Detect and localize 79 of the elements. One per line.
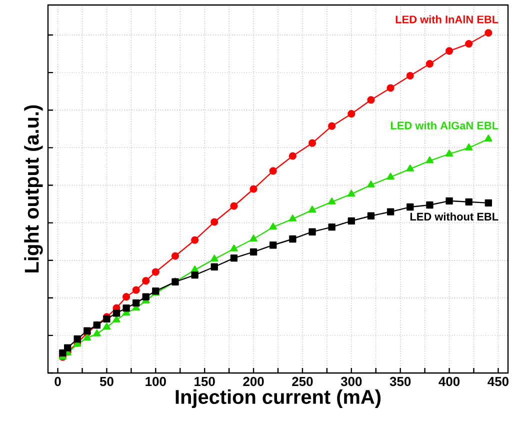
point <box>484 199 492 207</box>
point <box>269 222 277 230</box>
series-label: LED with InAlN EBL <box>396 15 498 24</box>
point <box>446 197 453 204</box>
point <box>142 293 150 300</box>
point <box>84 327 91 334</box>
point <box>102 322 111 330</box>
point <box>59 349 66 357</box>
point <box>484 29 492 37</box>
x-tick-label: 450 <box>488 376 508 386</box>
point <box>386 208 394 216</box>
point <box>122 293 130 301</box>
point <box>152 268 160 276</box>
point <box>171 252 180 260</box>
point <box>367 96 375 104</box>
point <box>289 235 296 243</box>
point <box>386 172 394 180</box>
x-axis-title: Injection current (mA) <box>176 389 380 408</box>
point <box>210 263 218 270</box>
point <box>191 236 199 244</box>
point <box>230 202 238 210</box>
x-tick-label: 350 <box>390 376 411 386</box>
point <box>112 310 120 317</box>
point <box>230 254 238 262</box>
point <box>465 40 473 48</box>
point <box>308 228 316 236</box>
point <box>83 334 92 340</box>
point <box>406 164 414 172</box>
x-tick-label: 50 <box>100 376 114 386</box>
point <box>250 185 258 193</box>
series-label: LED without EBL <box>410 212 498 221</box>
point <box>250 234 258 242</box>
point <box>348 217 355 225</box>
point <box>426 156 434 164</box>
point <box>64 344 72 352</box>
point <box>142 277 150 285</box>
x-tick-label: 100 <box>146 376 166 386</box>
point <box>464 143 473 150</box>
point <box>288 152 296 160</box>
x-tick-label: 150 <box>194 376 215 386</box>
point <box>445 150 454 156</box>
point <box>288 214 297 222</box>
x-tick-label: 0 <box>54 376 61 386</box>
point <box>445 47 454 55</box>
x-tick-label: 400 <box>438 376 460 386</box>
point <box>93 330 101 336</box>
point <box>406 72 414 80</box>
point <box>122 304 130 312</box>
point <box>406 203 414 211</box>
point <box>367 212 375 220</box>
point <box>132 299 140 307</box>
x-tick-label: 200 <box>243 376 264 386</box>
point <box>484 134 492 142</box>
point <box>132 286 140 294</box>
x-tick-label: 250 <box>292 376 313 386</box>
series-label: LED with AlGaN EBL <box>390 121 498 130</box>
point <box>74 335 81 343</box>
point <box>270 242 277 249</box>
point <box>348 190 356 197</box>
point <box>426 60 434 68</box>
point <box>328 224 336 231</box>
point <box>210 218 218 226</box>
point <box>112 316 120 322</box>
x-tick-label: 300 <box>340 376 362 386</box>
point <box>348 110 356 118</box>
point <box>328 198 336 204</box>
point <box>308 139 316 147</box>
point <box>465 198 472 206</box>
point <box>328 122 336 130</box>
point <box>308 206 316 213</box>
point <box>386 84 394 92</box>
point <box>250 248 258 256</box>
point <box>426 201 434 209</box>
point <box>367 180 375 188</box>
point <box>191 271 198 279</box>
y-axis-title: Light output (a.u.) <box>24 105 43 272</box>
point <box>230 244 238 252</box>
point <box>210 254 218 262</box>
point <box>269 167 277 175</box>
